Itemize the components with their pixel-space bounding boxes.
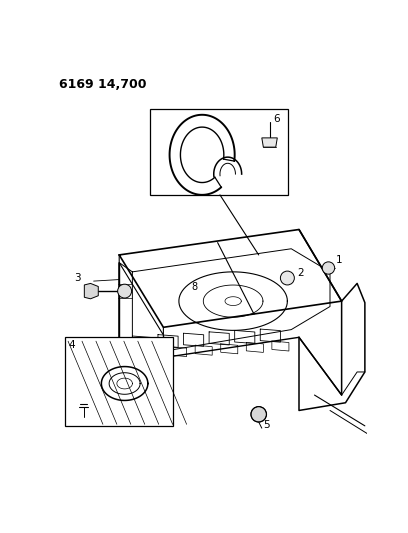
Text: 8: 8 xyxy=(191,282,197,292)
Bar xyxy=(65,337,173,426)
Circle shape xyxy=(251,407,266,422)
Text: 2: 2 xyxy=(297,269,304,278)
Polygon shape xyxy=(262,138,277,147)
Text: 6: 6 xyxy=(273,114,280,124)
Text: 5: 5 xyxy=(263,419,270,430)
Text: 4: 4 xyxy=(68,340,75,350)
Polygon shape xyxy=(84,284,98,299)
Circle shape xyxy=(322,262,335,274)
Text: 3: 3 xyxy=(74,273,81,283)
Circle shape xyxy=(280,271,294,285)
Bar xyxy=(150,109,288,195)
Text: 1: 1 xyxy=(336,255,343,265)
Text: 6169 14,700: 6169 14,700 xyxy=(59,78,146,91)
Circle shape xyxy=(118,284,132,298)
